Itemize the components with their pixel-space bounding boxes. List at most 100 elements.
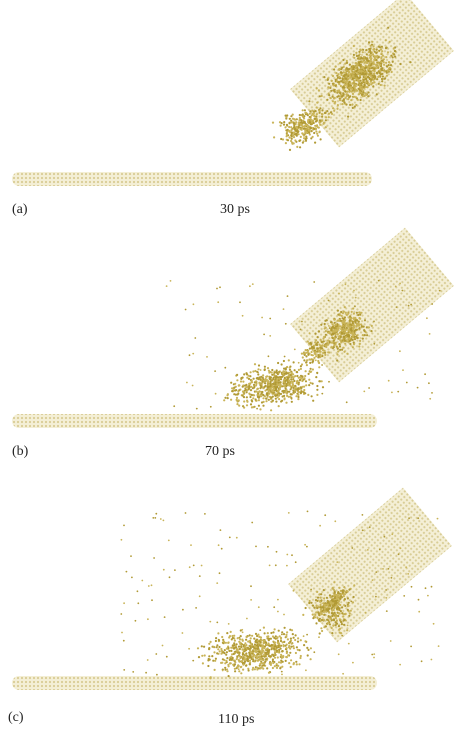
atom xyxy=(338,293,340,295)
atom xyxy=(289,648,291,650)
atom xyxy=(258,640,260,642)
atom xyxy=(337,348,339,350)
atom xyxy=(385,589,387,591)
atom xyxy=(267,652,269,654)
atom xyxy=(319,618,321,620)
atom xyxy=(266,653,268,655)
atom xyxy=(225,642,227,644)
atom xyxy=(348,335,350,337)
atom xyxy=(338,625,340,627)
atom xyxy=(269,565,271,567)
atom xyxy=(303,359,305,361)
atom xyxy=(225,654,227,656)
atom xyxy=(355,297,357,299)
atom xyxy=(313,114,315,116)
atom xyxy=(271,644,273,646)
atom xyxy=(291,132,293,134)
atom xyxy=(273,382,275,384)
atom xyxy=(272,631,274,633)
atom xyxy=(353,72,355,74)
atom xyxy=(351,103,353,105)
atom xyxy=(249,660,251,662)
atom xyxy=(331,323,333,325)
atom xyxy=(312,605,314,607)
atom xyxy=(123,602,125,604)
atom xyxy=(345,283,347,285)
atom xyxy=(331,595,333,597)
atom xyxy=(335,603,337,605)
atom xyxy=(251,644,253,646)
atom xyxy=(348,84,350,86)
atom xyxy=(319,632,321,634)
atom xyxy=(337,314,339,316)
atom xyxy=(381,50,383,52)
atom xyxy=(237,393,239,395)
atom xyxy=(244,654,246,656)
atom xyxy=(189,354,191,356)
atom xyxy=(224,367,226,369)
atom xyxy=(155,513,157,515)
atom xyxy=(344,343,346,345)
atom xyxy=(309,362,311,364)
atom xyxy=(313,128,315,130)
atom xyxy=(336,608,338,610)
atom xyxy=(325,625,327,627)
atom xyxy=(278,645,280,647)
time-label: 70 ps xyxy=(205,444,235,459)
atom xyxy=(297,131,299,133)
atom xyxy=(342,59,344,61)
atom xyxy=(221,548,223,550)
atom xyxy=(303,128,305,130)
atom xyxy=(344,340,346,342)
atom xyxy=(262,387,264,389)
atom xyxy=(437,518,439,520)
atom xyxy=(343,75,345,77)
atom xyxy=(227,393,229,395)
atom xyxy=(353,91,355,93)
atom xyxy=(242,386,244,388)
atom xyxy=(256,657,258,659)
atom xyxy=(348,73,350,75)
atom xyxy=(380,52,382,54)
atom xyxy=(359,318,361,320)
atom xyxy=(294,128,296,130)
atom xyxy=(329,327,331,329)
atom xyxy=(316,102,318,104)
atom xyxy=(239,648,241,650)
atom xyxy=(185,512,187,514)
atom xyxy=(312,368,314,370)
atom xyxy=(339,632,341,634)
atom xyxy=(343,99,345,101)
atom xyxy=(285,389,287,391)
atom xyxy=(190,544,192,546)
atom xyxy=(291,372,293,374)
atom xyxy=(331,342,333,344)
atom xyxy=(313,132,315,134)
atom xyxy=(321,380,323,382)
atom xyxy=(261,662,263,664)
atom xyxy=(263,664,265,666)
atom xyxy=(283,641,285,643)
atom xyxy=(314,614,316,616)
atom xyxy=(308,379,310,381)
atom xyxy=(349,315,351,317)
atom xyxy=(263,647,265,649)
atom xyxy=(324,352,326,354)
atom xyxy=(417,387,419,389)
atom xyxy=(386,72,388,74)
atom xyxy=(378,46,380,48)
atom xyxy=(320,351,322,353)
atom xyxy=(335,621,337,623)
atom xyxy=(215,393,217,395)
atom xyxy=(278,405,280,407)
atom xyxy=(238,668,240,670)
atom xyxy=(285,656,287,658)
atom xyxy=(294,385,296,387)
atom xyxy=(264,368,266,370)
atom xyxy=(376,49,378,51)
atom xyxy=(290,378,292,380)
atom xyxy=(334,343,336,345)
atom xyxy=(308,373,310,375)
atom xyxy=(292,391,294,393)
atom xyxy=(364,330,366,332)
